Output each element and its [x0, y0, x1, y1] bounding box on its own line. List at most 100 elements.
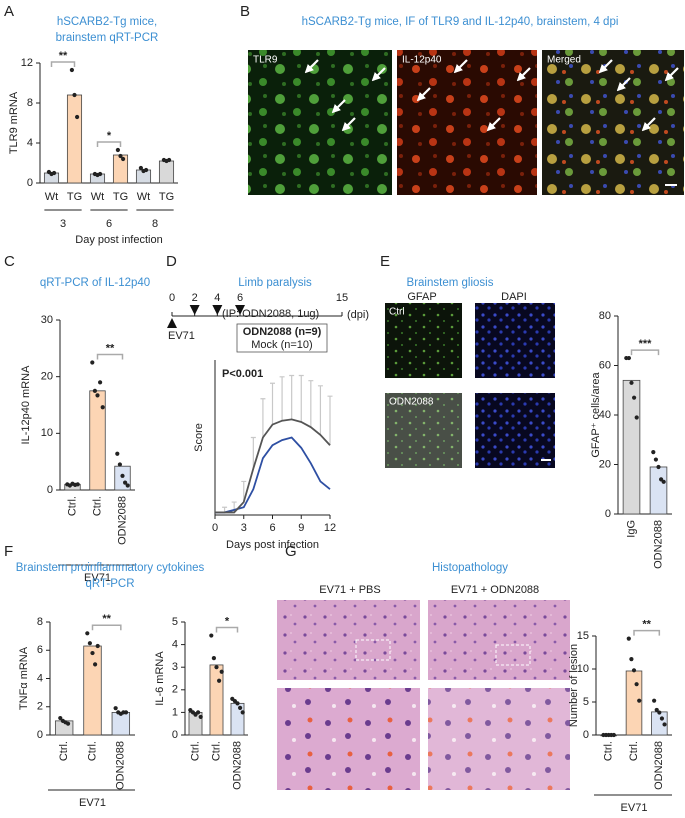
- x-tick-label: ODN2088: [231, 741, 243, 790]
- data-point: [123, 710, 129, 715]
- data-point: [657, 710, 662, 715]
- data-point: [72, 92, 77, 98]
- y-tick-label: 40: [599, 409, 611, 421]
- data-point: [90, 360, 95, 365]
- timeline-label: (IP: ODN2088, 1ug): [222, 308, 319, 320]
- bar: [622, 379, 641, 515]
- panel-title: qRT-PCR: [86, 578, 135, 590]
- data-point: [214, 665, 219, 670]
- bar: [158, 160, 175, 184]
- x-tick-label: Wt: [91, 191, 104, 203]
- y-tick-label: 20: [41, 371, 53, 383]
- y-tick-label: 0: [172, 729, 178, 741]
- data-point: [238, 705, 243, 710]
- group-label: EV71: [621, 802, 648, 814]
- y-tick-label: 12: [21, 57, 33, 69]
- x-axis-label: Days post infection: [226, 539, 319, 551]
- y-axis-label: Score: [193, 423, 205, 452]
- data-point: [144, 167, 149, 173]
- group-label: 3: [60, 218, 66, 230]
- micrograph: [475, 303, 555, 378]
- significance-bracket: [96, 141, 122, 147]
- error-bar: [308, 380, 314, 428]
- data-point: [634, 682, 639, 687]
- y-tick-label: 0: [27, 177, 33, 189]
- zoom-box: [355, 639, 391, 661]
- y-axis-label: TNFα mRNA: [18, 646, 30, 710]
- x-tick-label: ODN2088: [116, 496, 128, 545]
- panel-letter: E: [380, 253, 390, 270]
- error-bar: [270, 382, 275, 425]
- y-tick-label: 10: [577, 663, 589, 675]
- y-tick-label: 5: [172, 616, 178, 628]
- y-tick-label: 4: [172, 639, 178, 651]
- data-point: [656, 464, 661, 470]
- y-tick-label: 4: [37, 672, 43, 684]
- x-tick-label: 12: [324, 522, 336, 534]
- x-axis-label: Day post infection: [75, 234, 162, 246]
- data-point: [654, 707, 659, 713]
- data-point: [93, 662, 98, 667]
- timeline-tick-label: 4: [214, 292, 220, 304]
- series-line: [215, 418, 331, 514]
- micrograph: [428, 688, 570, 790]
- data-point: [629, 380, 634, 385]
- y-tick-label: 2: [172, 684, 178, 696]
- panel-letter: D: [166, 253, 177, 270]
- error-bar: [279, 376, 285, 421]
- y-tick-label: 5: [583, 696, 589, 708]
- bar: [89, 390, 106, 491]
- data-point: [125, 483, 130, 488]
- panel-letter: A: [4, 3, 14, 20]
- micrograph: [277, 600, 420, 680]
- data-point: [662, 722, 667, 727]
- panel-title: hSCARB2-Tg mice, IF of TLR9 and IL-12p40…: [302, 16, 619, 28]
- significance-label: *: [225, 615, 230, 627]
- data-point: [138, 165, 143, 171]
- error-bar: [241, 480, 247, 503]
- micrograph: [385, 303, 462, 378]
- group-label: EV71: [84, 572, 111, 584]
- panel-b: B hSCARB2-Tg mice, IF of TLR9 and IL-12p…: [240, 3, 684, 195]
- data-point: [113, 706, 118, 711]
- group-label: 8: [152, 218, 158, 230]
- data-point: [95, 643, 100, 649]
- y-tick-label: 0: [605, 508, 611, 520]
- data-point: [629, 657, 634, 662]
- y-axis-label: IL-12p40 mRNA: [20, 365, 32, 445]
- y-tick-label: 10: [41, 427, 53, 439]
- x-tick-label: 9: [298, 522, 304, 534]
- micrograph: [475, 393, 555, 468]
- x-tick-label: Wt: [137, 191, 150, 203]
- row-label: ODN2088: [389, 397, 434, 408]
- panel-letter: G: [285, 543, 297, 560]
- data-point: [69, 67, 74, 73]
- annotation: P<0.001: [222, 368, 263, 380]
- x-tick-label: Ctrl.: [58, 741, 70, 761]
- bar: [112, 154, 129, 184]
- significance-label: **: [106, 342, 115, 354]
- x-tick-label: Ctrl.: [189, 741, 201, 761]
- micrograph: [277, 688, 420, 790]
- data-point: [631, 668, 637, 673]
- timeline-unit: (dpi): [347, 309, 369, 321]
- data-point: [659, 716, 665, 721]
- x-tick-label: Ctrl.: [603, 741, 615, 761]
- micrograph: [428, 600, 570, 680]
- data-point: [653, 457, 659, 462]
- data-point: [58, 715, 63, 721]
- panel-e-images: GFAP DAPI Ctrl ODN2088: [385, 291, 555, 468]
- injection-arrow: [212, 305, 223, 315]
- data-point: [219, 669, 224, 674]
- image-label: IL-12p40: [402, 55, 442, 66]
- x-tick-label: ODN2088: [652, 520, 664, 569]
- bar: [188, 712, 203, 736]
- y-tick-label: 6: [37, 644, 43, 656]
- x-tick-label: ODN2088: [653, 741, 665, 790]
- micrograph: [542, 50, 684, 195]
- data-point: [123, 480, 128, 485]
- y-axis-label: GFAP⁺ cells/area: [590, 371, 602, 457]
- x-tick-label: ODN2088: [115, 741, 127, 790]
- error-bar: [260, 398, 266, 438]
- error-bar: [327, 395, 333, 446]
